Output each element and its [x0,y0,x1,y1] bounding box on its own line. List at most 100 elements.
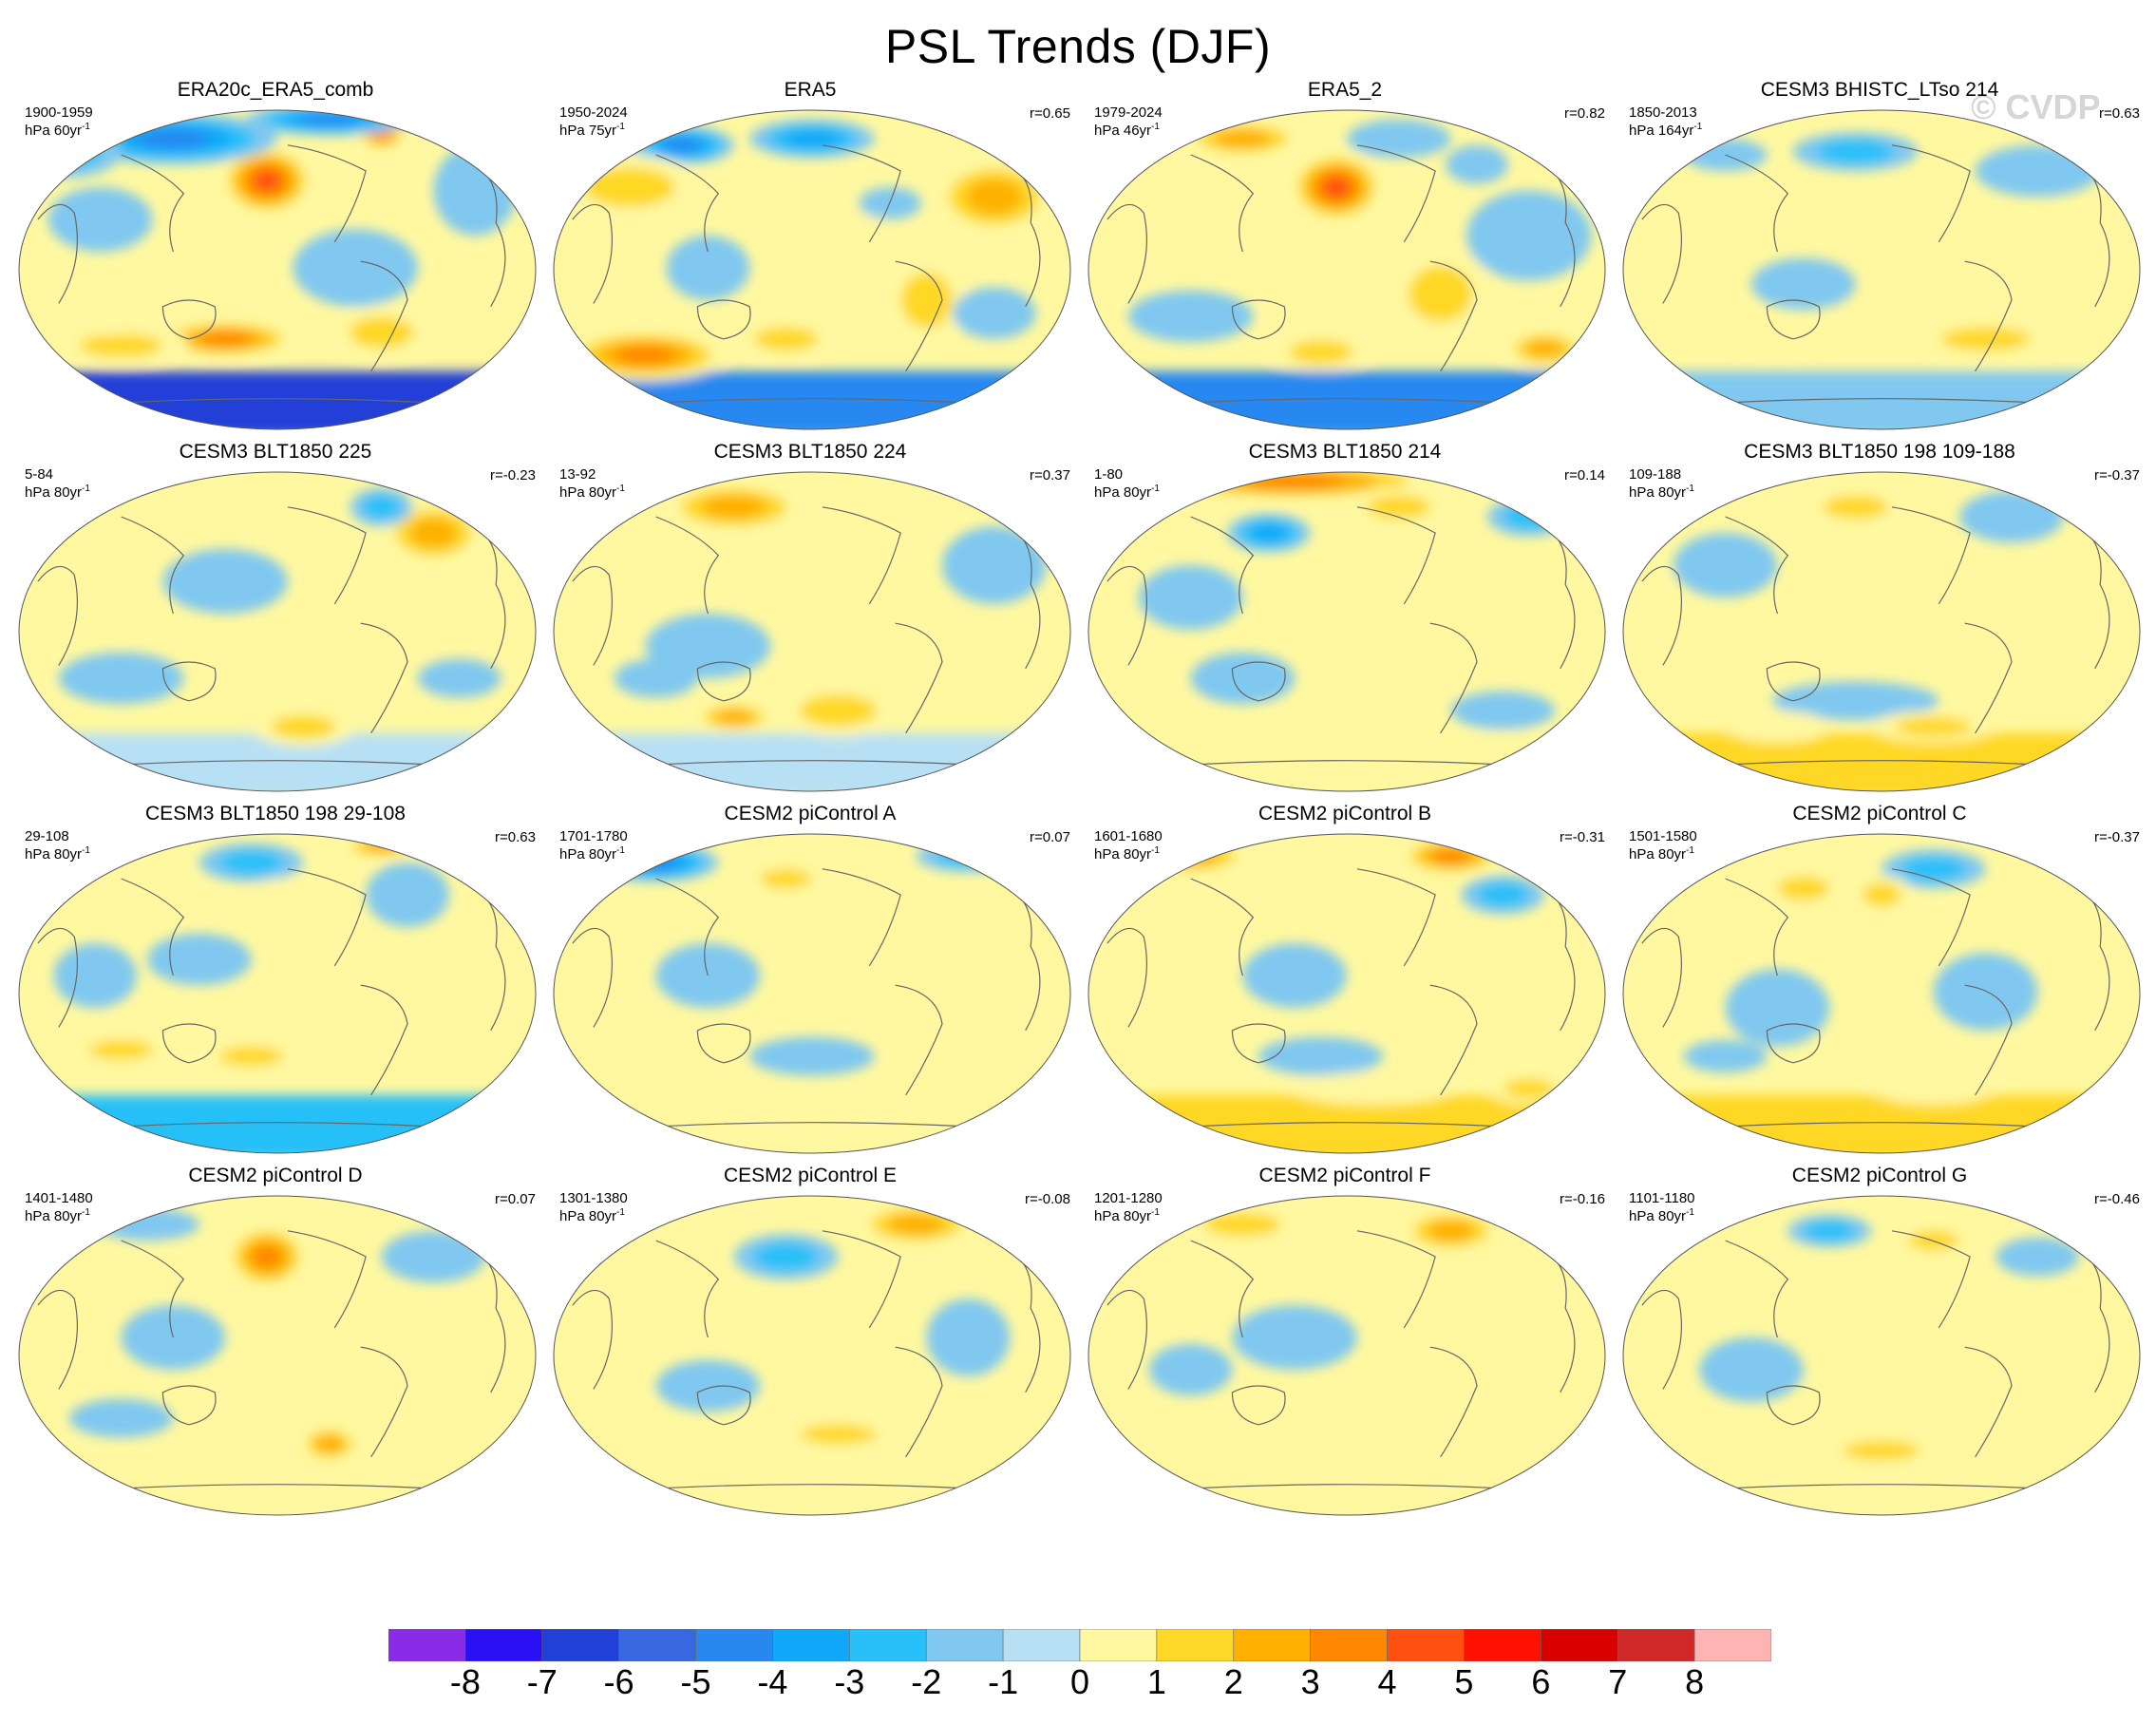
southern-band [554,1094,1070,1153]
trend-contour [888,1214,944,1235]
southern-band [554,370,1070,429]
map-panel: CESM2 piControl B 1601-1680 hPa 80yr-1 r=-0… [1077,800,1613,1163]
trend-contour [584,167,675,207]
coastline-path [161,1385,217,1426]
panel-title: CESM2 piControl D [188,1165,363,1186]
panel-units: hPa 80yr-1 [25,845,90,862]
trend-contour [1683,1269,1768,1309]
coastline-path [1891,506,1971,605]
coastline-path [1190,1240,1255,1338]
panel-units: hPa 80yr-1 [1629,845,1694,862]
trend-map [18,471,537,792]
coastline-path [360,984,408,1096]
colorbar-bin [464,1629,543,1661]
colorbar-bin [1387,1629,1465,1661]
trend-contour [1975,144,2101,198]
page-title: PSL Trends (DJF) [884,20,1272,73]
coastline-path [1106,927,1148,1028]
coastline-path [37,927,79,1028]
colorbar-bin [849,1629,927,1661]
coastline-path [1106,203,1148,304]
trend-contour [410,518,457,548]
map-panel: CESM2 piControl D 1401-1480 hPa 80yr-1 r=0.… [8,1162,543,1525]
panel-correlation: r=-0.16 [1560,1191,1605,1207]
units-exponent: -1 [1686,483,1694,494]
trend-contour [603,1237,709,1277]
panel-title: CESM3 BHISTC_LTso 214 [1760,79,1999,101]
trend-contour [749,1036,875,1076]
units-exponent: -1 [616,483,625,494]
trend-contour [1145,842,1237,870]
southern-band [554,1456,1070,1515]
trend-contour [1215,129,1271,148]
panel-period: 1501-1580 [1629,828,1697,844]
coastline-path [1429,1346,1478,1458]
map-panel: CESM2 piControl F 1201-1280 hPa 80yr-1 r=-0… [1077,1162,1613,1525]
trend-map [1087,109,1606,430]
map-panel: CESM3 BHISTC_LTso 214 1850-2013 hPa 164yr-… [1612,76,2147,439]
trend-contour [753,327,819,351]
coastline-path [696,661,751,702]
units-text: hPa 80yr [1094,1208,1152,1224]
colorbar-bin [1233,1629,1311,1661]
coastline-path [1641,1289,1683,1390]
panel-units: hPa 46yr-1 [1094,122,1160,139]
map-panel: ERA5 1950-2024 hPa 75yr-1 r=0.65 [542,76,1078,439]
panel-period: 1-80 [1094,466,1124,483]
colorbar-bin [695,1629,773,1661]
panel-correlation: r=0.14 [1564,467,1605,483]
coastline-path [1964,984,2013,1096]
panel-units: hPa 80yr-1 [1629,1207,1694,1224]
coastline-path [1356,506,1436,605]
trend-contour [900,927,984,992]
southern-band [1088,1456,1605,1515]
trend-contour [1871,1072,1996,1105]
units-exponent: -1 [1693,122,1703,132]
panel-units: hPa 80yr-1 [25,1207,90,1224]
trend-contour [1242,943,1347,1008]
units-text: hPa 75yr [559,123,617,139]
coastline-path [1106,1289,1148,1390]
panel-period: 1301-1380 [559,1190,628,1206]
trend-contour [1940,327,2031,351]
trend-map [1087,471,1606,792]
map-panel: CESM3 BLT1850 225 5-84 hPa 80yr-1 r=-0.23 [8,438,543,801]
trend-contour [1288,339,1353,364]
trend-map [18,1195,537,1516]
panel-units: hPa 80yr-1 [559,1207,625,1224]
map-panel: CESM3 BLT1850 224 13-92 hPa 80yr-1 r=0.37 [542,438,1078,801]
coastline-path [655,154,720,253]
colorbar-tick-label: -2 [911,1662,942,1701]
trend-contour [715,710,753,725]
colorbar-tick-label: -4 [757,1662,788,1701]
trend-contour [363,840,401,853]
trend-contour [966,180,1023,215]
coastline-path [1725,516,1789,615]
panel-title: ERA5 [784,79,837,101]
trend-contour [1341,1224,1405,1257]
coastline-path [696,1385,751,1426]
coastline-path [1641,927,1683,1028]
trend-contour [1901,857,1966,881]
panel-correlation: r=0.07 [1030,829,1070,845]
units-exponent: -1 [616,1207,625,1218]
units-text: hPa 60yr [25,123,83,139]
map-panel: CESM3 BLT1850 198 109-188 109-188 hPa 80yr… [1612,438,2147,801]
trend-contour [32,310,158,336]
trend-contour [1751,257,1856,311]
trend-contour [942,526,1047,604]
colorbar-tick-label: -1 [988,1662,1019,1701]
coastline-path [655,878,720,976]
coastline-path [1231,299,1286,340]
units-text: hPa 80yr [1094,484,1152,501]
coastline-path [121,154,185,253]
trend-contour [760,868,812,889]
trend-contour [1683,1040,1768,1072]
trend-map [1087,833,1606,1154]
units-exponent: -1 [1151,483,1160,494]
panel-title: CESM2 piControl F [1258,1165,1431,1186]
colorbar-tick-label: 6 [1531,1662,1551,1701]
units-exponent: -1 [1151,122,1160,132]
coastline-path [37,203,79,304]
panel-units: hPa 80yr-1 [1629,483,1694,501]
